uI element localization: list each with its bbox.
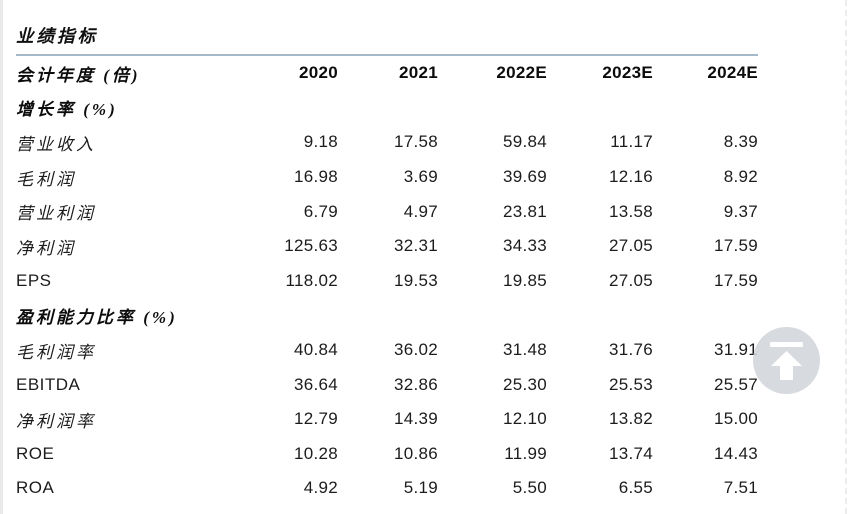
cell-value: 31.48 <box>502 340 547 360</box>
page-edge-left <box>0 0 3 514</box>
title-divider <box>16 54 758 56</box>
cell-value: 27.05 <box>608 270 653 290</box>
cell-value: 17.59 <box>713 236 758 256</box>
table-title: 业绩指标 <box>16 26 98 46</box>
row-label: 营业利润 <box>16 204 96 224</box>
row-label: ROE <box>16 443 55 463</box>
cell-value: 13.82 <box>608 409 653 429</box>
section-header-profitability: 盈利能力比率 (%) <box>16 298 758 333</box>
table-row: 毛利润率 40.84 36.02 31.48 31.76 31.91 <box>16 333 758 368</box>
section-header-growth: 增长率 (%) <box>16 91 758 126</box>
table-row: 毛利润 16.98 3.69 39.69 12.16 8.92 <box>16 160 758 195</box>
table-row: 营业利润 6.79 4.97 23.81 13.58 9.37 <box>16 194 758 229</box>
table-row: EBITDA 36.64 32.86 25.30 25.53 25.57 <box>16 367 758 402</box>
cell-value: 4.92 <box>303 478 338 498</box>
cell-value: 11.99 <box>504 443 547 463</box>
cell-value: 13.58 <box>608 201 653 221</box>
cell-value: 125.63 <box>284 236 338 256</box>
cell-value: 10.86 <box>393 443 438 463</box>
row-label: 净利润率 <box>16 411 96 431</box>
cell-value: 39.69 <box>502 167 547 187</box>
cell-value: 32.86 <box>393 374 438 394</box>
cell-value: 12.79 <box>293 409 338 429</box>
cell-value: 9.37 <box>723 201 758 221</box>
cell-value: 3.69 <box>403 167 438 187</box>
row-label: ROA <box>16 478 55 498</box>
cell-value: 16.98 <box>293 167 338 187</box>
cell-value: 23.81 <box>502 201 547 221</box>
cell-value: 9.18 <box>303 132 338 152</box>
row-label: 毛利润 <box>16 169 76 189</box>
cell-value: 27.05 <box>608 236 653 256</box>
cell-value: 12.10 <box>502 409 547 429</box>
table-header-row: 会计年度 (倍) 2020 2021 2022E 2023E 2024E <box>16 56 758 91</box>
cell-value: 25.53 <box>608 374 653 394</box>
table-row: ROA 4.92 5.19 5.50 6.55 7.51 <box>16 471 758 506</box>
scroll-to-top-button[interactable] <box>753 327 820 394</box>
cell-value: 11.17 <box>610 132 653 152</box>
header-year-2021: 2021 <box>398 63 438 83</box>
cell-value: 5.19 <box>403 478 438 498</box>
table-row: 净利润率 12.79 14.39 12.10 13.82 15.00 <box>16 402 758 437</box>
cell-value: 19.53 <box>393 270 438 290</box>
page-edge-right <box>845 0 847 514</box>
cell-value: 17.58 <box>393 132 438 152</box>
header-year-2020: 2020 <box>298 63 338 83</box>
cell-value: 6.55 <box>618 478 653 498</box>
cell-value: 7.51 <box>723 478 758 498</box>
arrow-up-icon <box>753 327 820 394</box>
cell-value: 8.92 <box>723 167 758 187</box>
cell-value: 14.39 <box>393 409 438 429</box>
row-label: 营业收入 <box>16 134 96 154</box>
cell-value: 19.85 <box>502 270 547 290</box>
section-title: 盈利能力比率 (%) <box>16 307 178 327</box>
cell-value: 14.43 <box>713 443 758 463</box>
cell-value: 25.30 <box>502 374 547 394</box>
header-year-2024e: 2024E <box>707 63 758 83</box>
cell-value: 34.33 <box>502 236 547 256</box>
cell-value: 31.91 <box>713 340 758 360</box>
cell-value: 40.84 <box>293 340 338 360</box>
table-row: EPS 118.02 19.53 19.85 27.05 17.59 <box>16 264 758 299</box>
cell-value: 36.64 <box>293 374 338 394</box>
section-title: 增长率 (%) <box>16 100 118 120</box>
row-label: 毛利润率 <box>16 342 96 362</box>
cell-value: 59.84 <box>502 132 547 152</box>
cell-value: 5.50 <box>512 478 547 498</box>
section-title: 偿债能力 (倍) <box>16 506 245 514</box>
cell-value: 118.02 <box>285 270 338 290</box>
cell-value: 31.76 <box>608 340 653 360</box>
cell-value: 15.00 <box>713 409 758 429</box>
cell-value: 10.28 <box>293 443 338 463</box>
header-year-2022e: 2022E <box>496 63 547 83</box>
cell-value: 32.31 <box>393 236 438 256</box>
table-row: ROE 10.28 10.86 11.99 13.74 14.43 <box>16 437 758 472</box>
row-label: 净利润 <box>16 238 76 258</box>
cell-value: 25.57 <box>713 374 758 394</box>
financial-metrics-panel: 业绩指标 会计年度 (倍) 2020 2021 2022E 2023E 2024… <box>16 0 758 514</box>
cell-value: 13.74 <box>608 443 653 463</box>
section-header-solvency-partial: 偿债能力 (倍) <box>16 506 758 514</box>
header-year-2023e: 2023E <box>602 63 653 83</box>
row-label: EPS <box>16 270 52 290</box>
cell-value: 8.39 <box>723 132 758 152</box>
cell-value: 12.16 <box>608 167 653 187</box>
cell-value: 17.59 <box>713 270 758 290</box>
row-label: EBITDA <box>16 374 81 394</box>
table-row: 营业收入 9.18 17.58 59.84 11.17 8.39 <box>16 125 758 160</box>
financial-metrics-table: 会计年度 (倍) 2020 2021 2022E 2023E 2024E 增长率… <box>16 56 758 514</box>
cell-value: 4.97 <box>403 201 438 221</box>
cell-value: 6.79 <box>303 201 338 221</box>
cell-value: 36.02 <box>393 340 438 360</box>
table-row: 净利润 125.63 32.31 34.33 27.05 17.59 <box>16 229 758 264</box>
header-fiscal-year-label: 会计年度 (倍) <box>16 65 141 85</box>
